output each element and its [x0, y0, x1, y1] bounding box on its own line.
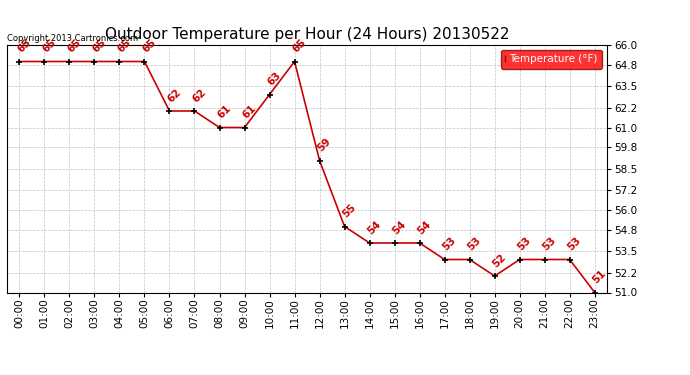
Text: 65: 65: [290, 37, 308, 54]
Text: Copyright 2013 Cartronics.com: Copyright 2013 Cartronics.com: [7, 33, 138, 42]
Text: 52: 52: [491, 252, 508, 269]
Legend: Temperature (°F): Temperature (°F): [501, 50, 602, 69]
Text: 65: 65: [140, 37, 157, 54]
Text: 51: 51: [591, 268, 608, 285]
Text: 61: 61: [215, 103, 233, 120]
Text: 54: 54: [366, 219, 383, 236]
Text: 62: 62: [166, 87, 183, 104]
Text: 59: 59: [315, 136, 333, 153]
Text: 53: 53: [440, 235, 457, 252]
Text: 61: 61: [240, 103, 257, 120]
Text: 53: 53: [466, 235, 483, 252]
Text: 65: 65: [40, 37, 57, 54]
Title: Outdoor Temperature per Hour (24 Hours) 20130522: Outdoor Temperature per Hour (24 Hours) …: [105, 27, 509, 42]
Text: 65: 65: [115, 37, 132, 54]
Text: 54: 54: [391, 219, 408, 236]
Text: 53: 53: [515, 235, 533, 252]
Text: 54: 54: [415, 219, 433, 236]
Text: 65: 65: [90, 37, 108, 54]
Text: 63: 63: [266, 70, 283, 87]
Text: 62: 62: [190, 87, 208, 104]
Text: 65: 65: [15, 37, 32, 54]
Text: 53: 53: [566, 235, 583, 252]
Text: 53: 53: [540, 235, 558, 252]
Text: 55: 55: [340, 202, 357, 219]
Text: 65: 65: [66, 37, 83, 54]
